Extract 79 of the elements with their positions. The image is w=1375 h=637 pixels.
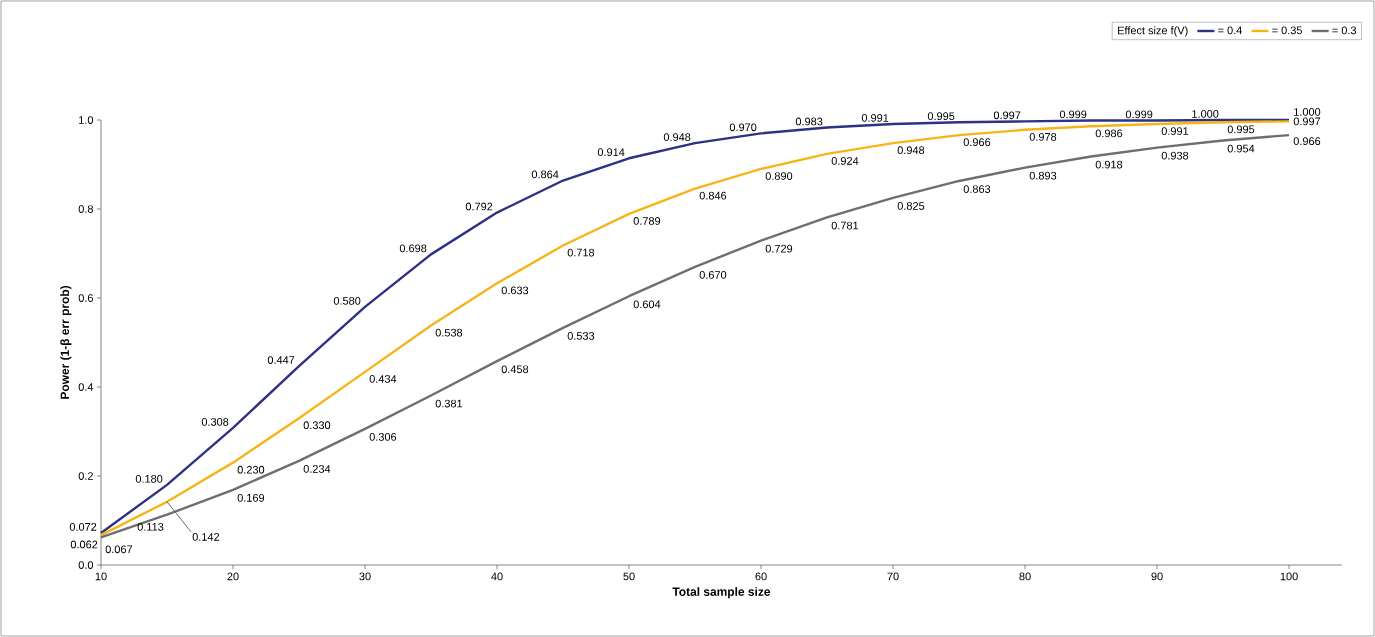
- data-label: 0.948: [663, 133, 691, 141]
- data-label: 0.846: [699, 191, 727, 200]
- data-label: 0.997: [993, 111, 1021, 120]
- data-label: 0.604: [633, 300, 661, 309]
- data-label: 0.924: [831, 157, 859, 165]
- data-label: 0.718: [567, 248, 595, 257]
- data-label: 0.306: [369, 433, 397, 441]
- data-label: 0.890: [765, 172, 793, 180]
- data-label: 0.308: [201, 417, 229, 426]
- data-label: 0.142: [192, 533, 220, 541]
- data-label: 0.983: [795, 117, 823, 126]
- data-label: 0.991: [1161, 127, 1189, 135]
- legend-label: = 0.3: [1332, 26, 1357, 35]
- data-label: 0.580: [333, 296, 361, 305]
- data-label: 0.863: [963, 185, 991, 193]
- x-tick-label: 50: [623, 572, 635, 581]
- data-label: 0.999: [1059, 110, 1087, 119]
- data-label: 0.914: [597, 148, 625, 157]
- data-label: 0.698: [399, 244, 427, 253]
- legend-label: = 0.35: [1272, 26, 1302, 35]
- data-label: 0.067: [105, 545, 133, 554]
- data-label: 0.180: [135, 474, 163, 483]
- data-label: 0.458: [501, 365, 529, 374]
- legend-label: = 0.4: [1218, 26, 1242, 35]
- data-label: 0.633: [501, 286, 529, 295]
- y-axis-title: Power (1-β err prob): [60, 285, 72, 399]
- data-label: 0.062: [70, 540, 98, 549]
- y-tick-label: 1.0: [79, 116, 94, 124]
- data-label: 0.381: [435, 399, 463, 408]
- data-label: 0.997: [1293, 117, 1321, 126]
- data-label: 0.533: [567, 332, 595, 340]
- data-label: 0.938: [1161, 151, 1189, 160]
- data-label: 0.986: [1095, 129, 1123, 138]
- x-tick-label: 40: [491, 572, 503, 581]
- data-label: 0.670: [699, 271, 727, 279]
- x-tick-label: 10: [95, 572, 107, 581]
- data-label: 0.995: [1227, 125, 1255, 134]
- data-label: 0.991: [861, 114, 889, 122]
- x-axis-title: Total sample size: [672, 587, 771, 599]
- data-label: 0.781: [831, 221, 859, 230]
- data-label: 0.113: [137, 522, 164, 531]
- y-tick-label: 0.8: [78, 205, 93, 213]
- x-tick-label: 100: [1280, 572, 1298, 581]
- data-label: 0.072: [69, 523, 97, 531]
- data-label: 0.893: [1029, 171, 1057, 180]
- x-tick-label: 90: [1151, 572, 1163, 581]
- x-tick-label: 60: [755, 572, 767, 581]
- x-tick-label: 30: [359, 572, 371, 581]
- data-label: 0.330: [303, 421, 331, 430]
- data-label: 0.230: [237, 465, 265, 474]
- x-tick-label: 80: [1019, 572, 1031, 581]
- data-label: 0.538: [435, 328, 463, 337]
- data-label: 0.995: [927, 112, 955, 121]
- data-label: 0.169: [237, 494, 265, 502]
- legend-title: Effect size f(V): [1118, 26, 1188, 37]
- data-label: 0.966: [963, 138, 991, 147]
- y-tick-label: 0.6: [78, 294, 93, 302]
- data-label: 0.999: [1125, 110, 1153, 119]
- data-label: 0.864: [531, 170, 559, 179]
- data-label: 0.434: [369, 375, 397, 383]
- y-tick-label: 0.4: [78, 383, 94, 391]
- data-label: 0.447: [267, 356, 295, 364]
- data-label: 0.948: [897, 146, 925, 155]
- y-tick-label: 0.2: [78, 472, 93, 480]
- data-label: 0.966: [1293, 137, 1321, 146]
- data-label: 0.954: [1227, 144, 1255, 153]
- data-label: 0.978: [1029, 133, 1057, 141]
- data-label: 0.918: [1095, 160, 1123, 169]
- data-label: 0.789: [633, 217, 661, 225]
- x-tick-label: 20: [227, 572, 239, 581]
- x-tick-label: 70: [887, 572, 899, 581]
- data-label: 0.970: [729, 123, 757, 132]
- data-label: 0.234: [303, 465, 331, 473]
- data-label: 0.792: [465, 202, 493, 211]
- data-label: 0.825: [897, 202, 925, 210]
- data-label: 1.000: [1294, 108, 1321, 116]
- y-tick-label: 0.0: [78, 561, 94, 569]
- data-label: 1.000: [1192, 110, 1219, 118]
- data-label: 0.729: [765, 244, 793, 253]
